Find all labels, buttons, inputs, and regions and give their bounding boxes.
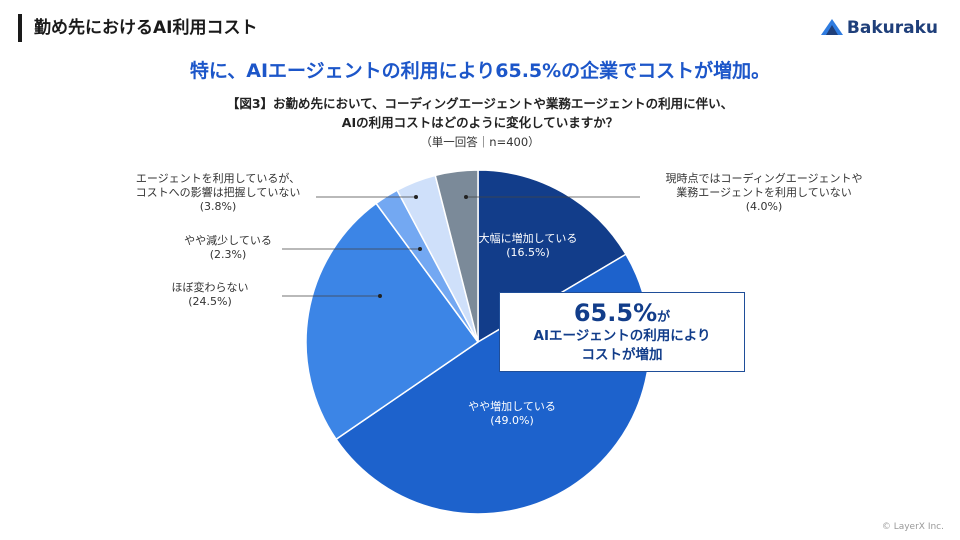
slice-2-category-label: やや増加している: [468, 400, 556, 413]
slice-1-value-label: (16.5%): [506, 246, 550, 259]
highlight-callout: 65.5%が AIエージェントの利用により コストが増加: [499, 292, 745, 372]
slice-6-value-label: (4.0%): [746, 200, 783, 213]
question-line-2: AIの利用コストはどのように変化していますか？: [341, 115, 619, 130]
title-accent-bar: [18, 14, 22, 42]
slice-6-leader-dot: [464, 195, 468, 199]
slice-2-value-label: (49.0%): [490, 414, 534, 427]
survey-question: 【図3】お勤め先において、コーディングエージェントや業務エージェントの利用に伴い…: [0, 94, 960, 132]
question-line-1: 【図3】お勤め先において、コーディングエージェントや業務エージェントの利用に伴い…: [226, 96, 734, 111]
slice-5-label: エージェントを利用しているが、コストへの影響は把握していない(3.8%): [136, 171, 301, 213]
slice-3-leader-dot: [378, 294, 382, 298]
slice-6-category-label: 現時点ではコーディングエージェントや: [665, 171, 862, 185]
logo-mark-icon: [820, 19, 843, 35]
callout-percent: 65.5%: [573, 299, 658, 327]
slice-5-category-label: エージェントを利用しているが、: [136, 171, 300, 185]
slice-4-category-label: やや減少している: [184, 233, 272, 247]
copyright: © LayerX Inc.: [881, 522, 944, 532]
slice-3-value-label: (24.5%): [188, 295, 232, 308]
slice-4-leader-dot: [418, 247, 422, 251]
callout-line-1: AIエージェントの利用により: [533, 328, 711, 344]
slice-5-leader-dot: [414, 195, 418, 199]
slice-3-label: ほぼ変わらない(24.5%): [172, 280, 249, 308]
brand-logo: Bakuraku: [820, 14, 938, 42]
slice-3-category-label: ほぼ変わらない: [172, 280, 249, 294]
slice-4-label: やや減少している(2.3%): [184, 233, 272, 261]
callout-line-2: コストが増加: [581, 347, 663, 363]
slice-1-category-label: 大幅に増加している: [479, 231, 578, 245]
callout-suffix: が: [657, 310, 671, 325]
survey-basis: （単一回答｜n=400）: [420, 135, 540, 149]
logo-text: Bakuraku: [846, 18, 938, 38]
slice-6-wedge: [434, 169, 479, 343]
slice-2-label: やや増加している(49.0%): [468, 400, 556, 427]
slice-4-value-label: (2.3%): [210, 248, 247, 261]
page-title: 勤め先におけるAI利用コスト: [34, 18, 258, 38]
slice-5-category-label: コストへの影響は把握していない: [136, 185, 301, 199]
slice-1-label: 大幅に増加している(16.5%): [479, 231, 578, 259]
slice-5-value-label: (3.8%): [200, 200, 237, 213]
slice-3-wedge: [305, 202, 480, 441]
slice-6-category-label: 業務エージェントを利用していない: [676, 185, 851, 199]
chart-headline: 特に、AIエージェントの利用により65.5%の企業でコストが増加。: [189, 60, 771, 82]
